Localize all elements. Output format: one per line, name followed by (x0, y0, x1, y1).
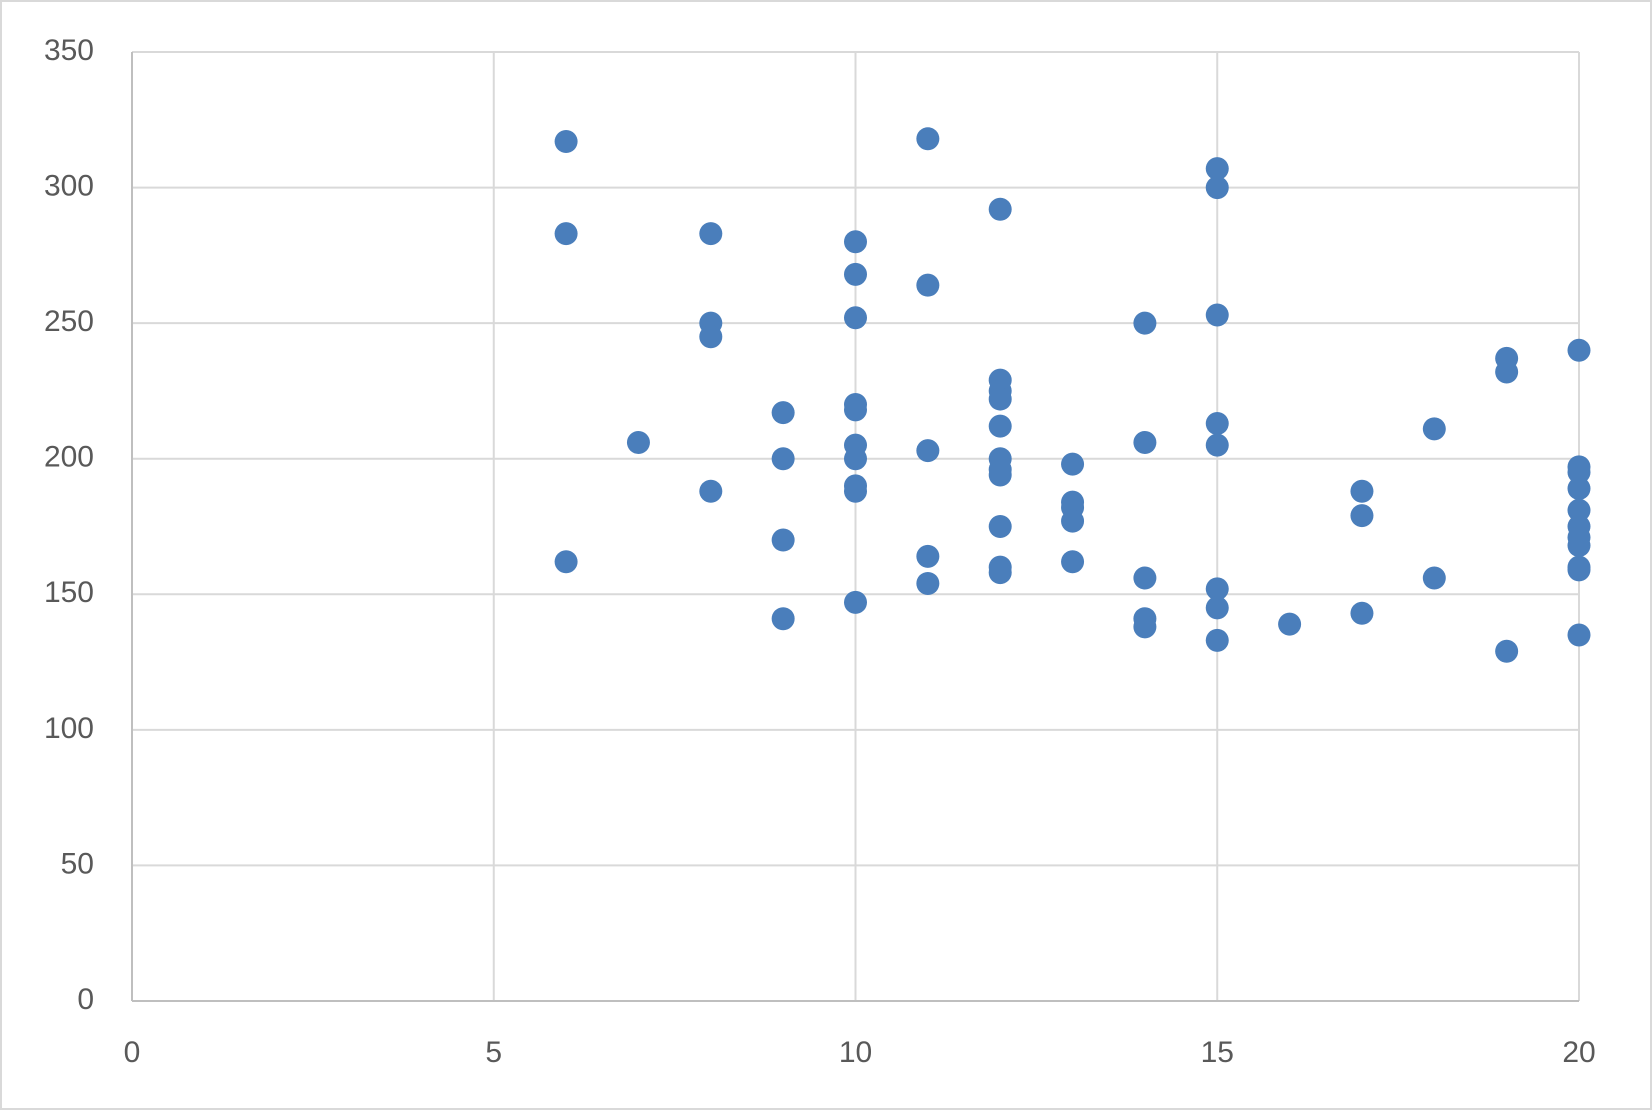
point (1205, 433, 1229, 457)
point (1133, 615, 1157, 639)
point (626, 430, 650, 454)
point (1567, 558, 1591, 582)
point (554, 129, 578, 153)
point (771, 607, 795, 631)
point (699, 325, 723, 349)
point (844, 398, 867, 422)
y-tick-label: 0 (77, 983, 94, 1016)
point (1205, 157, 1229, 181)
point (844, 306, 867, 330)
point (988, 561, 1012, 585)
point (771, 447, 795, 471)
point (1061, 550, 1085, 574)
x-tick-label: 5 (485, 1036, 502, 1069)
point (1422, 566, 1446, 590)
x-tick-label: 15 (1201, 1036, 1234, 1069)
point (1350, 601, 1374, 625)
x-tick-label: 0 (124, 1036, 141, 1069)
point (1061, 509, 1085, 533)
point (1133, 430, 1157, 454)
point (1350, 479, 1374, 503)
y-tick-label: 100 (44, 712, 94, 745)
point (1495, 639, 1519, 663)
point (699, 222, 723, 246)
point (844, 230, 867, 254)
point (1567, 338, 1591, 362)
point (844, 590, 867, 614)
point (1205, 577, 1229, 601)
point (844, 262, 867, 286)
y-tick-label: 250 (44, 305, 94, 338)
point (988, 414, 1012, 438)
point (1567, 498, 1591, 522)
point (1567, 533, 1591, 557)
y-tick-label: 200 (44, 441, 94, 474)
point (771, 528, 795, 552)
point (916, 439, 940, 463)
point (844, 479, 867, 503)
point (1567, 477, 1591, 501)
point (1422, 417, 1446, 441)
point (988, 463, 1012, 487)
point (916, 571, 940, 595)
point (1278, 612, 1302, 636)
point (988, 387, 1012, 411)
point (1133, 311, 1157, 335)
point (1205, 596, 1229, 620)
point (1350, 504, 1374, 528)
point (1205, 628, 1229, 652)
y-tick-label: 350 (44, 34, 94, 67)
point (771, 401, 795, 425)
y-tick-label: 300 (44, 169, 94, 202)
point (1495, 360, 1519, 384)
y-tick-label: 50 (61, 847, 94, 880)
point (916, 544, 940, 568)
point (1133, 566, 1157, 590)
x-tick-label: 10 (839, 1036, 872, 1069)
point (699, 479, 723, 503)
point (1205, 411, 1229, 435)
point (844, 447, 867, 471)
point (1061, 452, 1085, 476)
point (1205, 176, 1229, 200)
point (554, 222, 578, 246)
x-tick-label: 20 (1562, 1036, 1595, 1069)
point (988, 515, 1012, 538)
point (554, 550, 578, 574)
point (1567, 460, 1591, 484)
y-tick-label: 150 (44, 576, 94, 609)
point (1567, 623, 1591, 647)
point (1205, 303, 1229, 327)
point (916, 127, 940, 151)
point (916, 273, 940, 297)
point (988, 197, 1012, 221)
